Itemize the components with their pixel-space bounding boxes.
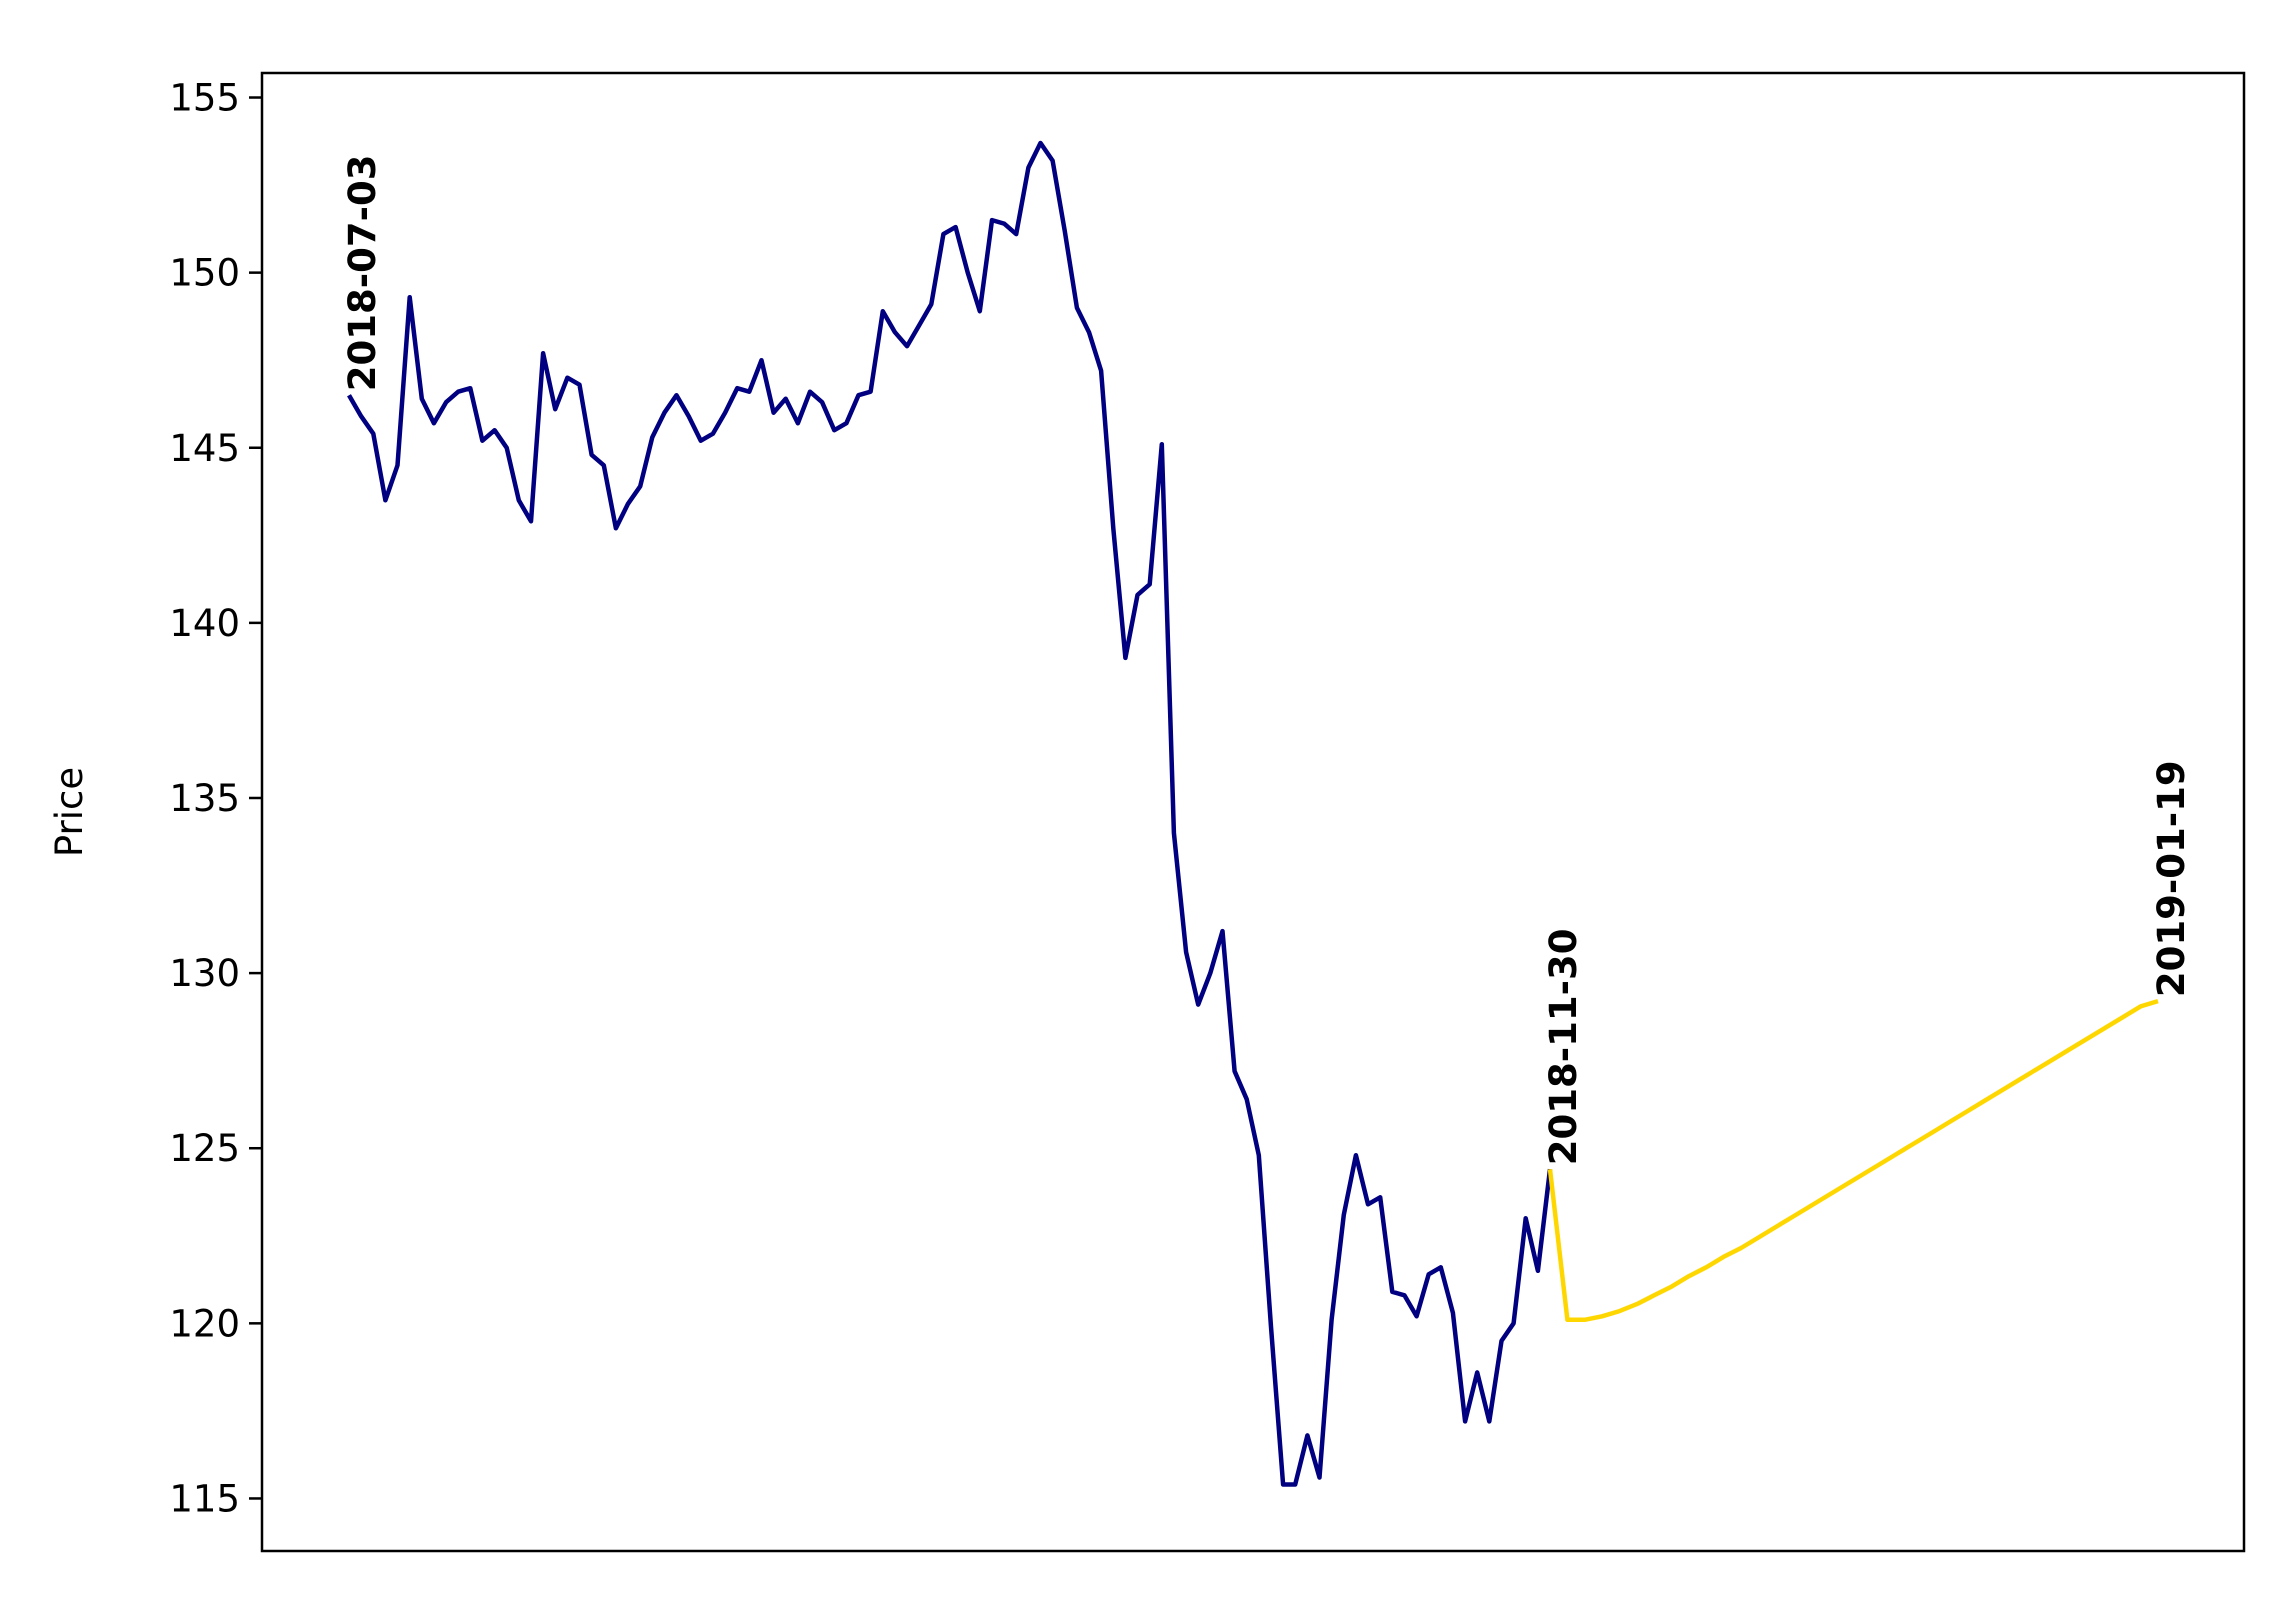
plot-area [260,71,2246,1553]
y-tick-label: 125 [169,1127,240,1170]
y-axis: 115 120 125 130 135 140 145 150 155 [169,77,262,1520]
y-tick-label: 120 [169,1302,240,1345]
series-lines [347,140,2159,1487]
y-tick-label: 145 [169,427,240,470]
date-annotation: 2018-11-30 [1542,929,1585,1166]
price-forecast-line [1547,998,2159,1323]
y-tick-label: 140 [169,602,240,645]
y-tick-label: 150 [169,252,240,295]
y-tick-label: 115 [169,1477,240,1520]
y-tick-label: 155 [169,77,240,120]
price-history-line [347,140,1553,1487]
y-tick-label: 130 [169,952,240,995]
y-axis-label: Price [48,767,91,857]
annotations: 2018-07-03 2018-11-30 2019-01-19 [341,155,2193,1166]
y-tick-label: 135 [169,777,240,820]
date-annotation: 2019-01-19 [2150,760,2193,997]
date-annotation: 2018-07-03 [341,155,384,392]
